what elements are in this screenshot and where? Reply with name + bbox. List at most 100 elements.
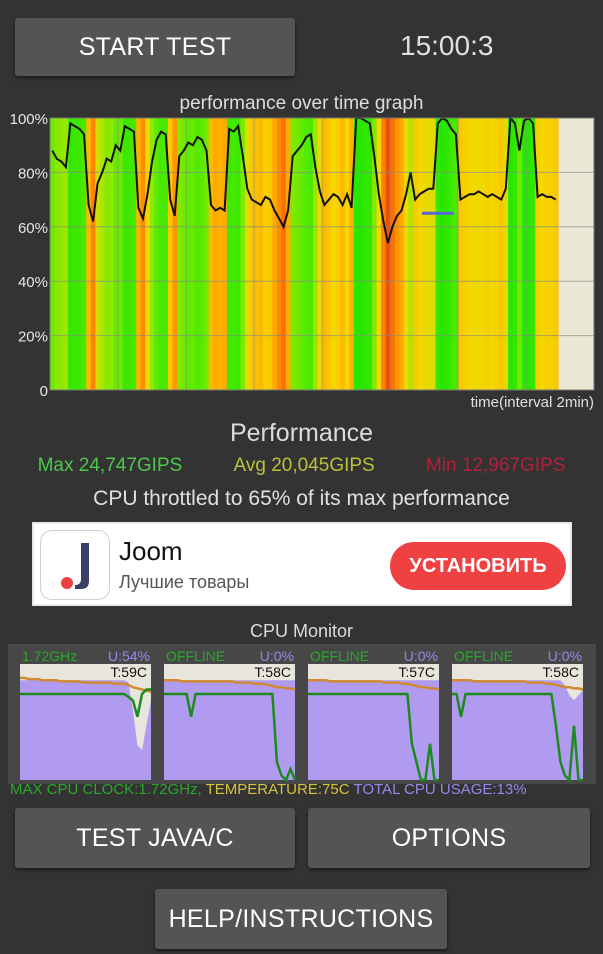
performance-bar [276, 118, 282, 390]
performance-bar [362, 118, 369, 390]
performance-bar [453, 118, 459, 390]
cpu-usage-area [20, 680, 151, 780]
performance-bar [118, 118, 124, 390]
performance-bar [208, 118, 214, 390]
cpu-core-temperature: T:58C [254, 664, 291, 680]
performance-bar [548, 118, 555, 390]
cpu-core-usage: U:0% [404, 648, 438, 664]
performance-bar [86, 118, 92, 390]
performance-bar [521, 118, 527, 390]
graph-grid [50, 118, 594, 390]
cpu-core-usage: U:0% [548, 648, 582, 664]
start-test-button[interactable]: START TEST [15, 18, 295, 76]
performance-bar [390, 118, 396, 390]
joom-logo-icon [40, 530, 110, 600]
clock-readout: 15:00:3 [400, 30, 494, 61]
y-tick-label: 40% [18, 274, 48, 291]
performance-bar [68, 118, 74, 390]
performance-bar [50, 118, 56, 390]
performance-bar [462, 118, 468, 390]
performance-bar [494, 118, 500, 390]
cpu-temperature: TEMPERATURE:75C [205, 781, 350, 798]
performance-bar [431, 118, 437, 390]
performance-bar [412, 118, 418, 390]
performance-bar [281, 118, 287, 390]
performance-bar [489, 118, 496, 390]
performance-bar [449, 118, 455, 390]
performance-bar [240, 118, 246, 390]
performance-bar [245, 118, 251, 390]
performance-bar [222, 118, 228, 390]
performance-bar [54, 118, 60, 390]
performance-bar [199, 118, 205, 390]
performance-bar [385, 118, 391, 390]
performance-bar [322, 118, 328, 390]
performance-bar [217, 118, 223, 390]
help-instructions-button[interactable]: HELP/INSTRUCTIONS [155, 889, 447, 949]
performance-bar [512, 118, 518, 390]
ad-subtitle: Лучшие товары [119, 572, 250, 592]
cpu-core-status: 1.72GHz [22, 648, 77, 664]
performance-bar [349, 118, 355, 390]
cpu-usage-area [452, 680, 583, 780]
performance-bar [340, 118, 346, 390]
performance-bar [172, 118, 178, 390]
cpu-core-temperature: T:57C [398, 664, 435, 680]
performance-bar [145, 118, 151, 390]
max-cpu-clock: MAX CPU CLOCK:1.72GHz, [10, 781, 202, 798]
performance-bar [358, 118, 364, 390]
cpu-temperature-line [308, 678, 440, 691]
performance-bar [535, 118, 541, 390]
cpu-monitor-title: CPU Monitor [249, 621, 354, 641]
performance-bar [63, 118, 69, 390]
performance-bar [526, 118, 532, 390]
cpu-core-graph: OFFLINE U:0%T:57C [308, 648, 440, 782]
performance-bar [376, 118, 382, 390]
performance-bar [299, 118, 305, 390]
performance-bar [553, 118, 559, 390]
ad-banner[interactable]: Joom Лучшие товары УСТАНОВИТЬ [32, 522, 572, 606]
performance-bar [499, 118, 505, 390]
graph-title: performance over time graph [179, 93, 424, 114]
performance-stats: Max 24,747GIPS Avg 20,045GIPS Min 12,967… [0, 455, 603, 477]
performance-bar [158, 118, 164, 390]
y-tick-label: 80% [18, 165, 48, 182]
performance-bar [226, 118, 233, 390]
performance-bar [317, 118, 323, 390]
ad-install-button[interactable]: УСТАНОВИТЬ [390, 542, 566, 590]
performance-bar [381, 118, 387, 390]
options-button[interactable]: OPTIONS [308, 808, 590, 868]
cpu-monitor-panel: 1.72GHz U:54%T:59C OFFLINE U:0%T:58COFFLINE… [8, 644, 596, 784]
performance-bar [167, 118, 174, 390]
performance-bar [313, 118, 319, 390]
cpu-frequency-line [452, 692, 583, 783]
performance-bar [326, 118, 332, 390]
cpu-temperature-line [452, 678, 584, 691]
test-java-c-button[interactable]: TEST JAVA/C [15, 808, 295, 868]
performance-bar [444, 118, 450, 390]
performance-bar [263, 118, 269, 390]
avg-performance: Avg 20,045GIPS [233, 455, 375, 476]
cpu-core-usage: U:0% [260, 648, 294, 664]
performance-bar [335, 118, 341, 390]
performance-bar [90, 118, 96, 390]
performance-bar [440, 118, 446, 390]
performance-bar [480, 118, 487, 390]
performance-bar [213, 118, 219, 390]
performance-bar [77, 118, 83, 390]
performance-bar [367, 118, 373, 390]
performance-bar [417, 118, 423, 390]
performance-graph: 100% 80% 60% 40% 20% 0 time(interval 2min) [10, 111, 595, 411]
performance-bar [471, 118, 477, 390]
cpu-core-graph: OFFLINE U:0%T:58C [452, 648, 584, 783]
cpu-core-graph: 1.72GHz U:54%T:59C [20, 648, 152, 780]
performance-bar [308, 118, 314, 390]
performance-bar [267, 118, 273, 390]
performance-bar [476, 118, 482, 390]
graph-x-label: time(interval 2min) [471, 394, 594, 411]
performance-bar [140, 118, 146, 390]
performance-bar [186, 118, 192, 390]
performance-bar [181, 118, 187, 390]
performance-bar [72, 118, 78, 390]
performance-bar [122, 118, 128, 390]
